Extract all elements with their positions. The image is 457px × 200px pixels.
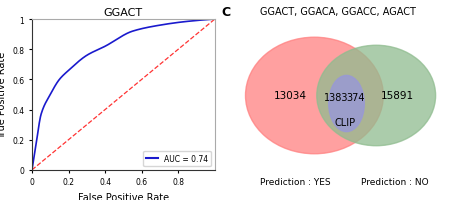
Text: 374: 374 xyxy=(347,93,365,103)
X-axis label: False Positive Rate: False Positive Rate xyxy=(78,192,169,200)
Title: GGACT: GGACT xyxy=(104,8,143,18)
Legend: AUC = 0.74: AUC = 0.74 xyxy=(143,151,211,166)
Text: 15891: 15891 xyxy=(381,91,414,101)
Ellipse shape xyxy=(329,76,364,132)
Text: Prediction : NO: Prediction : NO xyxy=(361,178,429,186)
Circle shape xyxy=(245,38,383,154)
Text: GGACT, GGACA, GGACC, AGACT: GGACT, GGACA, GGACC, AGACT xyxy=(260,7,416,17)
Text: Prediction : YES: Prediction : YES xyxy=(260,178,331,186)
Circle shape xyxy=(317,46,436,146)
Y-axis label: True Positive Rate: True Positive Rate xyxy=(0,52,7,138)
Text: 1383: 1383 xyxy=(324,93,348,103)
Text: 13034: 13034 xyxy=(274,91,307,101)
Text: C: C xyxy=(222,6,231,19)
Text: CLIP: CLIP xyxy=(335,117,356,127)
